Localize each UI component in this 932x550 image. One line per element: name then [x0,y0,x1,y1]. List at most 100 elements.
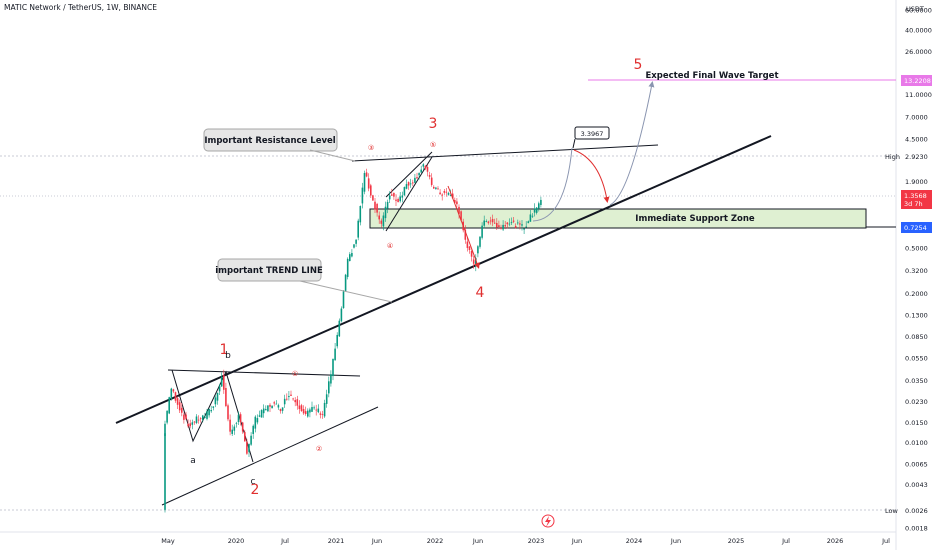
candle-up [422,164,425,167]
candle-down [181,407,183,413]
candle-up [307,410,309,417]
candle-up [533,208,536,213]
candle-up [353,244,355,248]
candle-down [374,201,376,210]
candle-down [456,201,458,205]
target-callout-text: Expected Final Wave Target [645,71,778,81]
candle-up [485,221,488,222]
time-tick-label: 2022 [427,537,444,545]
candle-up [342,291,345,309]
price-tick-label: 0.1300 [905,312,928,320]
candle-up [281,407,284,411]
candle-up [420,169,422,173]
candle-down [193,421,196,423]
candle-up [275,403,278,405]
candle-down [246,441,248,454]
candles-group [164,163,542,513]
candle-up [403,187,406,196]
abc-zigzag [171,369,254,463]
resistance-callout-text: Important Resistance Level [204,136,335,146]
trend-line[interactable] [115,135,772,424]
bar-countdown-text: 3d 7h [904,200,923,208]
candle-down [376,203,378,213]
support-zone[interactable] [369,208,867,229]
wave-letter-a: a [190,456,196,466]
candle-down [370,185,372,196]
candle-down [197,419,200,421]
candle-up [277,405,280,408]
candle-up [477,246,479,254]
candle-down [294,400,296,403]
candle-up [517,222,519,224]
candle-up [170,388,173,399]
resistance-line[interactable] [351,144,659,162]
candle-down [302,409,305,414]
candle-up [250,435,252,445]
candle-up [483,220,485,226]
price-tick-label: 0.3200 [905,267,928,275]
candle-up [168,397,170,414]
projection-up-path [532,147,573,222]
candle-down [437,188,439,190]
candle-up [313,407,315,409]
candle-down [239,414,242,423]
candle-down [445,191,448,193]
candle-up [527,221,530,224]
price-tick-label: 7.0000 [905,113,928,121]
candle-up [212,406,215,408]
candle-up [283,398,286,405]
candle-down [416,177,418,179]
time-tick-label: Jun [472,537,483,545]
time-tick-label: 2021 [328,537,345,545]
candle-down [441,194,443,196]
projection-down-arrow [573,149,610,203]
price-tick-label: 0.0350 [905,377,928,385]
price-axis-currency: USDT [906,5,924,13]
candle-down [292,398,294,400]
candle-down [269,404,271,407]
price-tick-label: 0.5000 [905,245,928,253]
projection-peak-box [574,126,610,140]
candle-down [300,405,303,412]
candle-up [363,173,366,192]
candle-up [479,236,481,247]
candle-down [493,222,496,224]
candle-up [384,206,387,219]
candle-up [531,215,534,217]
candle-up [435,187,437,189]
candle-up [538,203,540,209]
chart-header: MATIC Network / TetherUS, 1W, BINANCE [4,3,158,12]
wave-label-3: 3 [429,116,438,132]
trendline-callout-text: important TREND LINE [215,266,323,276]
candle-up [325,394,328,404]
candle-up [361,187,364,204]
candle-down [183,414,185,420]
candle-up [401,195,404,198]
candle-down [286,398,288,400]
candle-down [489,220,492,222]
lightning-icon[interactable] [541,514,555,528]
candle-up [529,214,532,222]
resistance-callout-pointer [309,149,356,162]
candle-up [351,253,353,257]
candle-up [191,422,194,425]
candle-down [498,225,500,228]
price-tick-label: 0.0150 [905,419,928,427]
time-tick-label: 2025 [728,537,745,545]
wave-letter-b: b [225,351,231,361]
candle-down [514,226,517,228]
candle-up [386,201,389,209]
candle-up [330,374,332,384]
candle-down [472,259,475,264]
price-tick-label: 0.0100 [905,439,928,447]
candle-down [439,192,441,195]
time-tick-label: 2026 [827,537,844,545]
candle-up [202,415,204,420]
projection-target-path [609,81,655,206]
candle-up [233,426,236,431]
minor-wave-3: ③ [368,144,374,152]
candle-up [328,381,330,394]
candle-up [338,320,341,337]
candle-up [166,410,168,423]
